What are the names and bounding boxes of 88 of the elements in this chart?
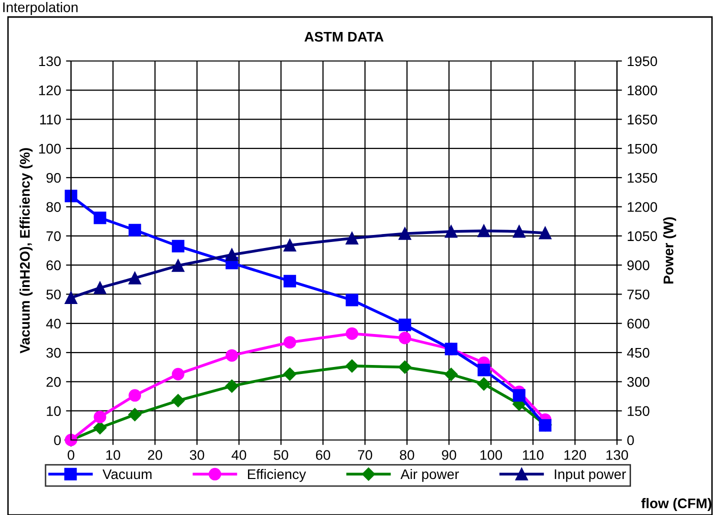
y2-tick-label: 1500 [628, 144, 658, 154]
y-tick-label: 20 [46, 377, 61, 387]
x-tick-label: 110 [522, 450, 544, 460]
point [346, 327, 358, 340]
y-tick-label: 80 [46, 202, 61, 212]
y-tick-label: 100 [39, 144, 61, 154]
point [512, 389, 526, 402]
y2-tick-label: 1200 [628, 202, 658, 212]
y-tick-label: 40 [46, 318, 61, 329]
y2-tick-label: 450 [627, 348, 650, 358]
y2-tick-label: 1950 [628, 56, 658, 66]
legend-label: Vacuum [102, 469, 152, 480]
point [398, 227, 412, 240]
x-tick-label: 60 [316, 450, 330, 460]
y2-tick-label: 600 [627, 318, 650, 329]
point [477, 377, 490, 391]
x-axis-title: flow (CFM) [641, 498, 712, 511]
x-tick-label: 70 [358, 450, 372, 460]
x-tick-label: 80 [400, 450, 414, 460]
point [172, 394, 185, 408]
y-tick-label: 70 [46, 231, 61, 242]
legend-label: Efficiency [248, 468, 306, 482]
point [283, 368, 296, 381]
y-axis-title: Vacuum (inH2O), Efficiency (%) [20, 148, 33, 354]
point [345, 359, 359, 373]
point [64, 190, 78, 202]
point [128, 408, 142, 422]
point [93, 421, 107, 434]
y2-tick-label: 300 [627, 377, 650, 387]
point [398, 332, 412, 344]
point [226, 248, 238, 262]
point [94, 212, 106, 224]
y2-tick-label: 1350 [628, 172, 658, 183]
x-tick-label: 100 [480, 450, 502, 460]
y-tick-label: 50 [46, 290, 61, 300]
y2-tick-label: 750 [627, 290, 650, 300]
x-tick-label: 120 [564, 450, 586, 460]
y2-tick-label: 0 [627, 435, 634, 446]
y-tick-label: 10 [46, 406, 61, 416]
text: Interpolation [3, 2, 78, 15]
y2-axis-title: Power (W) [663, 217, 676, 284]
y2-tick-label: 150 [628, 406, 650, 416]
y2-tick-label: 1800 [628, 85, 658, 96]
x-tick-label: 30 [190, 450, 204, 460]
point [444, 368, 458, 381]
y-tick-label: 110 [40, 114, 61, 124]
x-tick-label: 20 [148, 450, 162, 460]
point [284, 239, 296, 252]
point [538, 226, 552, 240]
point [128, 224, 142, 236]
point [172, 368, 184, 380]
point [128, 272, 142, 284]
point [225, 379, 238, 393]
y2-tick-label: 1650 [628, 114, 658, 124]
y-tick-label: 90 [46, 172, 61, 183]
x-tick-label: 90 [442, 450, 456, 460]
x-tick-label: 10 [106, 450, 120, 460]
point [94, 410, 106, 424]
point [284, 336, 296, 349]
y-tick-label: 130 [39, 56, 61, 66]
y-tick-label: 60 [46, 260, 61, 270]
legend-label: Input power [554, 469, 626, 482]
y-tick-label: 120 [39, 85, 61, 96]
y2-tick-label: 900 [627, 260, 650, 270]
point [478, 224, 490, 238]
y-tick-label: 30 [46, 348, 61, 358]
point [128, 389, 142, 402]
point [346, 294, 358, 306]
y-tick-label: 0 [54, 435, 61, 446]
point [172, 259, 184, 272]
point [94, 282, 106, 294]
x-tick-label: 40 [232, 450, 246, 460]
x-tick-label: 130 [606, 450, 628, 460]
point [398, 360, 412, 374]
point [512, 225, 526, 238]
point [226, 349, 238, 362]
point [284, 274, 296, 288]
legend-label: Air power [400, 468, 459, 482]
point [444, 225, 458, 238]
point [478, 364, 490, 376]
y2-tick-label: 1050 [628, 231, 658, 242]
x-tick-label: 0 [68, 450, 74, 460]
point [398, 318, 412, 332]
point [64, 291, 78, 304]
point [172, 240, 184, 252]
point [346, 232, 358, 245]
chart-title: ASTM DATA [304, 32, 384, 42]
x-tick-label: 50 [274, 450, 288, 460]
